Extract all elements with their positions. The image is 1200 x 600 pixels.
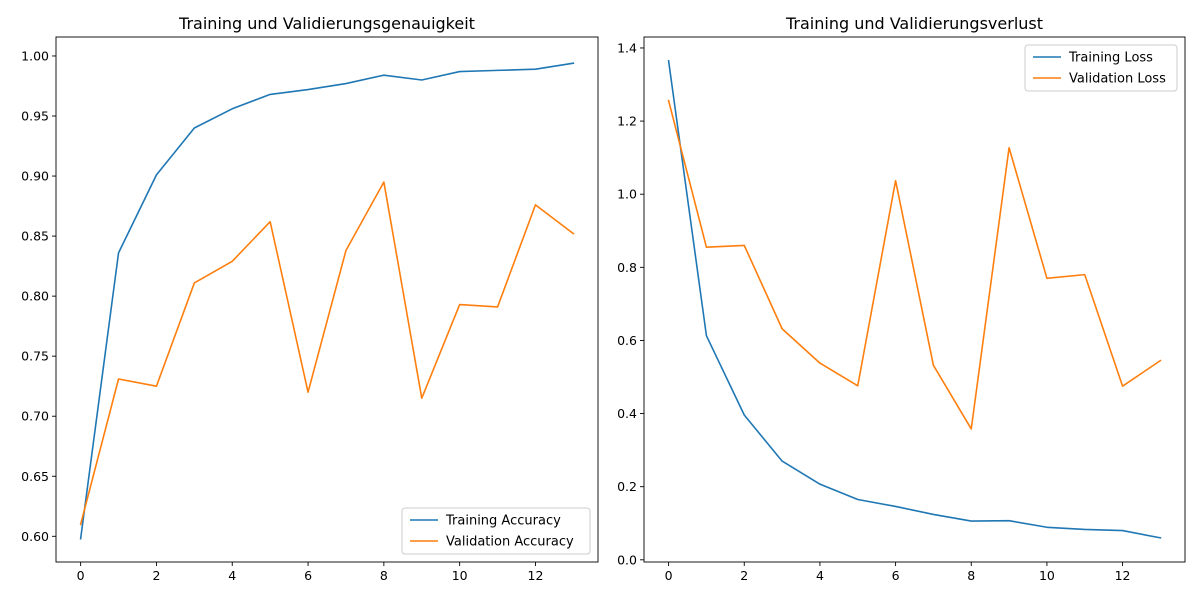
accuracy-y-tick-label: 0.95 (21, 109, 49, 124)
loss-legend-label: Training Loss (1068, 51, 1153, 66)
accuracy-x-tick-label: 8 (380, 568, 388, 583)
loss-legend: Training Loss Validation Loss (1024, 44, 1178, 92)
accuracy-axes-frame (55, 36, 599, 563)
loss-axes-frame (643, 36, 1186, 563)
loss-x-tick-label: 0 (665, 568, 673, 583)
loss-series-line-training-loss (667, 59, 1162, 539)
accuracy-x-tick-label: 2 (152, 568, 160, 583)
accuracy-series-line-training-accuracy (79, 62, 575, 540)
accuracy-legend: Training Accuracy Validation Accuracy (401, 507, 591, 555)
accuracy-x-tick-label: 12 (528, 568, 544, 583)
loss-y-tick-label: 0.8 (617, 260, 637, 275)
loss-x-tick-label: 10 (1039, 568, 1055, 583)
accuracy-legend-label: Validation Accuracy (446, 535, 574, 550)
loss-x-tick-label: 6 (892, 568, 900, 583)
accuracy-y-tick-label: 0.65 (21, 469, 49, 484)
accuracy-y-tick-label: 1.00 (21, 48, 49, 63)
accuracy-x-tick-label: 10 (452, 568, 468, 583)
loss-y-tick-label: 1.4 (617, 40, 637, 55)
accuracy-legend-box (401, 507, 591, 555)
loss-x-tick-label: 8 (967, 568, 975, 583)
accuracy-y-tick-label: 0.80 (21, 289, 49, 304)
loss-y-tick-label: 0.2 (617, 479, 637, 494)
loss-y-tick-label: 0.0 (617, 552, 637, 567)
accuracy-y-tick-label: 0.90 (21, 169, 49, 184)
accuracy-series-line-validation-accuracy (79, 181, 575, 526)
loss-legend-label: Validation Loss (1069, 72, 1166, 87)
loss-y-tick-label: 0.6 (617, 333, 637, 348)
loss-chart: Training und Validierungsverlust 0 2 4 6 8 10 1… (617, 14, 1186, 583)
accuracy-chart: Training und Validierungsgenauigkeit 0 2 4 6… (21, 14, 599, 583)
loss-y-tick-label: 1.0 (617, 187, 637, 202)
accuracy-y-tick-label: 0.75 (21, 349, 49, 364)
accuracy-x-tick-label: 4 (228, 568, 236, 583)
loss-y-tick-label: 0.4 (617, 406, 637, 421)
accuracy-x-tick-label: 0 (77, 568, 85, 583)
loss-x-tick-label: 2 (740, 568, 748, 583)
loss-legend-box (1024, 44, 1178, 92)
loss-x-tick-label: 4 (816, 568, 824, 583)
loss-y-tick-label: 1.2 (617, 114, 637, 129)
accuracy-x-tick-label: 6 (304, 568, 312, 583)
accuracy-y-tick-label: 0.60 (21, 529, 49, 544)
accuracy-y-tick-label: 0.70 (21, 409, 49, 424)
loss-series-line-validation-loss (667, 99, 1162, 430)
accuracy-chart-title: Training und Validierungsgenauigkeit (178, 14, 475, 33)
loss-x-tick-label: 12 (1115, 568, 1131, 583)
loss-chart-title: Training und Validierungsverlust (785, 14, 1043, 33)
accuracy-y-tick-label: 0.85 (21, 229, 49, 244)
accuracy-legend-label: Training Accuracy (445, 514, 561, 529)
